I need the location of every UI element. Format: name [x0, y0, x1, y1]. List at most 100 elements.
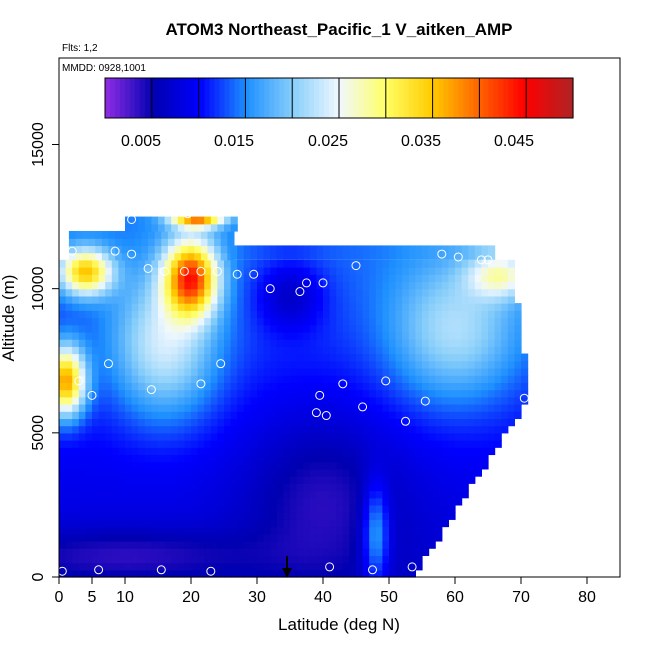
heatmap-cell	[362, 418, 370, 427]
heatmap-cell	[296, 555, 304, 564]
heatmap-cell	[408, 267, 416, 275]
heatmap-cell	[171, 353, 179, 362]
heatmap-cell	[270, 303, 278, 311]
colorbar-segment	[149, 78, 156, 118]
heatmap-cell	[184, 396, 192, 405]
heatmap-cell	[118, 548, 126, 556]
heatmap-cell	[276, 317, 284, 326]
heatmap-cell	[230, 346, 238, 355]
heatmap-cell	[210, 295, 218, 304]
heatmap-cell	[481, 404, 489, 412]
heatmap-cell	[356, 367, 364, 376]
heatmap-cell	[158, 317, 166, 326]
heatmap-cell	[296, 512, 304, 520]
heatmap-cell	[290, 303, 298, 311]
heatmap-cell	[422, 245, 430, 260]
heatmap-cell	[184, 375, 192, 383]
heatmap-cell	[204, 259, 212, 268]
heatmap-cell	[230, 548, 238, 556]
heatmap-cell	[263, 519, 271, 528]
heatmap-cell	[382, 303, 390, 311]
heatmap-cell	[108, 252, 116, 261]
heatmap-cell	[184, 411, 192, 420]
heatmap-cell	[336, 497, 344, 506]
heatmap-cell	[177, 540, 185, 549]
heatmap-cell	[263, 461, 271, 470]
heatmap-cell	[118, 490, 126, 499]
heatmap-cell	[461, 432, 469, 441]
heatmap-cell	[455, 295, 463, 304]
heatmap-cell	[382, 331, 390, 340]
heatmap-cell	[171, 382, 179, 391]
heatmap-cell	[210, 375, 218, 383]
heatmap-cell	[177, 223, 185, 232]
heatmap-cell	[98, 346, 106, 355]
heatmap-cell	[151, 468, 159, 477]
heatmap-cell	[455, 432, 463, 441]
heatmap-cell	[448, 497, 456, 506]
heatmap-cell	[59, 324, 67, 333]
heatmap-cell	[65, 468, 73, 477]
heatmap-cell	[85, 555, 93, 564]
heatmap-cell	[217, 440, 225, 448]
heatmap-cell	[59, 317, 67, 326]
heatmap-cell	[494, 259, 502, 268]
heatmap-cell	[375, 497, 383, 506]
sample-point	[249, 214, 259, 224]
heatmap-cell	[111, 432, 119, 441]
heatmap-cell	[329, 454, 337, 463]
heatmap-cell	[78, 490, 86, 499]
heatmap-cell	[448, 418, 456, 427]
heatmap-cell	[323, 288, 331, 297]
heatmap-cell	[111, 447, 119, 456]
heatmap-cell	[263, 331, 271, 340]
sample-point	[74, 376, 84, 386]
heatmap-cell	[342, 519, 350, 528]
heatmap-cell	[395, 274, 403, 283]
heatmap-cell	[243, 367, 251, 376]
heatmap-cell	[217, 223, 225, 232]
heatmap-cell	[184, 382, 192, 391]
heatmap-cell	[395, 548, 403, 556]
heatmap-cell	[395, 497, 403, 506]
heatmap-cell	[204, 548, 212, 556]
heatmap-cell	[270, 375, 278, 383]
heatmap-cell	[356, 353, 364, 362]
colorbar-segment	[458, 78, 465, 118]
heatmap-cell	[461, 245, 469, 260]
heatmap-cell	[257, 490, 265, 499]
heatmap-cell	[356, 288, 364, 297]
heatmap-cell	[329, 519, 337, 528]
heatmap-cell	[131, 331, 139, 340]
heatmap-cell	[342, 504, 350, 513]
heatmap-cell	[177, 569, 185, 578]
heatmap-cell	[369, 555, 377, 564]
heatmap-cell	[422, 512, 430, 520]
heatmap-cell	[329, 425, 337, 434]
heatmap-cell	[323, 375, 331, 383]
heatmap-cell	[501, 396, 509, 405]
heatmap-cell	[415, 461, 423, 470]
heatmap-cell	[488, 440, 496, 448]
x-tick-label: 40	[314, 589, 332, 606]
sample-point	[87, 390, 97, 400]
heatmap-cell	[369, 512, 377, 520]
heatmap-cell	[98, 440, 106, 448]
heatmap-cell	[191, 411, 199, 420]
heatmap-cell	[514, 353, 522, 362]
heatmap-cell	[276, 267, 284, 275]
heatmap-cell	[270, 331, 278, 340]
heatmap-cell	[514, 389, 522, 398]
heatmap-cell	[210, 440, 218, 448]
heatmap-cell	[197, 382, 205, 391]
heatmap-cell	[237, 281, 245, 290]
heatmap-cell	[210, 223, 218, 232]
heatmap-cell	[428, 404, 436, 412]
heatmap-cell	[428, 382, 436, 391]
heatmap-cell	[191, 382, 199, 391]
heatmap-cell	[501, 404, 509, 412]
heatmap-cell	[171, 533, 179, 542]
heatmap-cell	[455, 382, 463, 391]
heatmap-cell	[415, 295, 423, 304]
heatmap-cell	[197, 367, 205, 376]
